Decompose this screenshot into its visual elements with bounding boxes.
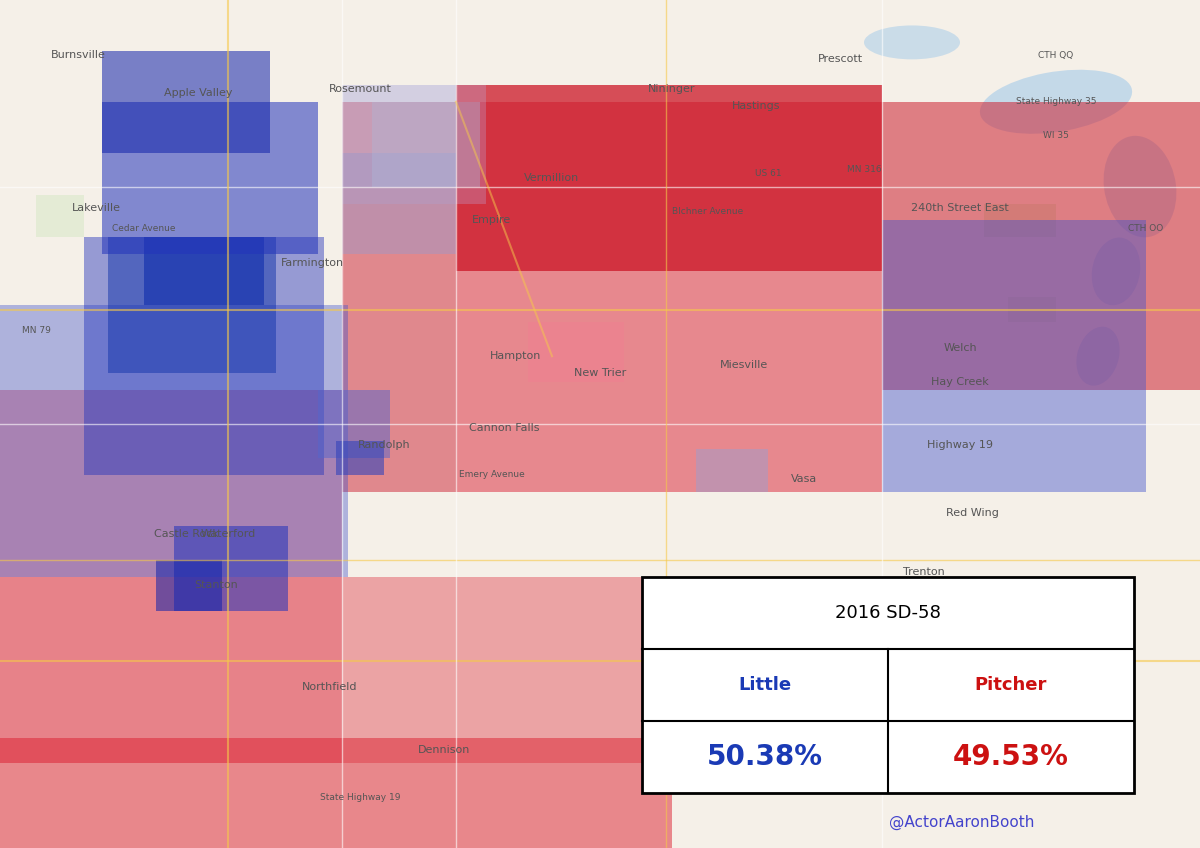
Bar (528, 322, 624, 382)
Text: Stanton: Stanton (194, 580, 238, 590)
Bar (0, 577, 342, 763)
Text: Northfield: Northfield (302, 682, 358, 692)
Text: Hampton: Hampton (491, 351, 541, 361)
Bar (1008, 297, 1056, 322)
Text: Hastings: Hastings (732, 101, 780, 111)
Text: Castle Rock: Castle Rock (154, 529, 218, 539)
Bar (0, 305, 348, 577)
Ellipse shape (980, 70, 1132, 134)
Bar (0, 738, 672, 848)
Text: Red Wing: Red Wing (946, 508, 998, 518)
Text: Hay Creek: Hay Creek (931, 377, 989, 387)
Text: @ActorAaronBooth: @ActorAaronBooth (889, 815, 1034, 830)
Text: Miesville: Miesville (720, 360, 768, 370)
Text: 240th Street East: 240th Street East (911, 203, 1009, 213)
Bar (84, 237, 324, 475)
Bar (144, 237, 264, 305)
Text: Lakeville: Lakeville (72, 203, 120, 213)
Text: State Highway 35: State Highway 35 (1015, 98, 1097, 106)
Bar (342, 85, 456, 187)
Text: MN 79: MN 79 (22, 326, 50, 335)
Ellipse shape (1104, 136, 1176, 237)
Ellipse shape (1092, 237, 1140, 305)
Text: Pitcher: Pitcher (974, 676, 1048, 694)
Bar (456, 85, 882, 271)
Bar (696, 449, 768, 492)
Text: Apple Valley: Apple Valley (163, 88, 233, 98)
Bar (342, 153, 456, 254)
Text: Empire: Empire (473, 215, 511, 226)
Text: New Trier: New Trier (574, 368, 626, 378)
Text: Dennison: Dennison (418, 745, 470, 756)
Ellipse shape (1076, 326, 1120, 386)
Bar (342, 85, 486, 204)
Bar (696, 449, 768, 492)
Bar (0, 390, 342, 577)
Bar (0, 577, 672, 763)
Text: Prescott: Prescott (817, 54, 863, 64)
Bar (984, 204, 1056, 237)
Bar (456, 102, 882, 492)
Bar (102, 51, 270, 153)
Text: Welch: Welch (943, 343, 977, 353)
Text: Cannon Falls: Cannon Falls (469, 423, 539, 433)
Bar (882, 102, 1200, 390)
Bar (342, 102, 456, 492)
Ellipse shape (864, 25, 960, 59)
Text: Vasa: Vasa (791, 474, 817, 484)
Bar (108, 237, 276, 373)
Bar (318, 390, 390, 458)
Text: Highway 19: Highway 19 (928, 440, 994, 450)
Text: Rosemount: Rosemount (329, 84, 391, 94)
Text: Randolph: Randolph (358, 440, 410, 450)
Bar (882, 220, 1146, 492)
Text: 50.38%: 50.38% (707, 743, 823, 771)
Bar (642, 577, 1134, 793)
Text: CTH QQ: CTH QQ (1038, 51, 1074, 59)
Text: Vermillion: Vermillion (524, 173, 580, 183)
Text: Blchner Avenue: Blchner Avenue (672, 208, 744, 216)
Bar (156, 560, 222, 611)
Bar (102, 102, 318, 254)
Text: Little: Little (738, 676, 792, 694)
Text: 49.53%: 49.53% (953, 743, 1069, 771)
Text: Trenton: Trenton (904, 567, 944, 577)
Text: MN 316: MN 316 (847, 165, 881, 174)
Text: WI 35: WI 35 (1043, 131, 1069, 140)
Bar (372, 102, 480, 187)
Text: Cedar Avenue: Cedar Avenue (113, 225, 175, 233)
Bar (174, 526, 288, 611)
Text: 2016 SD-58: 2016 SD-58 (835, 604, 941, 622)
Bar (36, 195, 84, 237)
Text: Burnsville: Burnsville (50, 50, 106, 60)
Bar (336, 441, 384, 475)
Text: Waterford: Waterford (200, 529, 256, 539)
Text: State Highway 19: State Highway 19 (319, 793, 401, 801)
Text: Emery Avenue: Emery Avenue (460, 471, 524, 479)
Text: Farmington: Farmington (281, 258, 343, 268)
Text: Nininger: Nininger (648, 84, 696, 94)
Bar (456, 85, 882, 271)
Text: CTH OO: CTH OO (1128, 225, 1164, 233)
Text: US 61: US 61 (755, 170, 781, 178)
